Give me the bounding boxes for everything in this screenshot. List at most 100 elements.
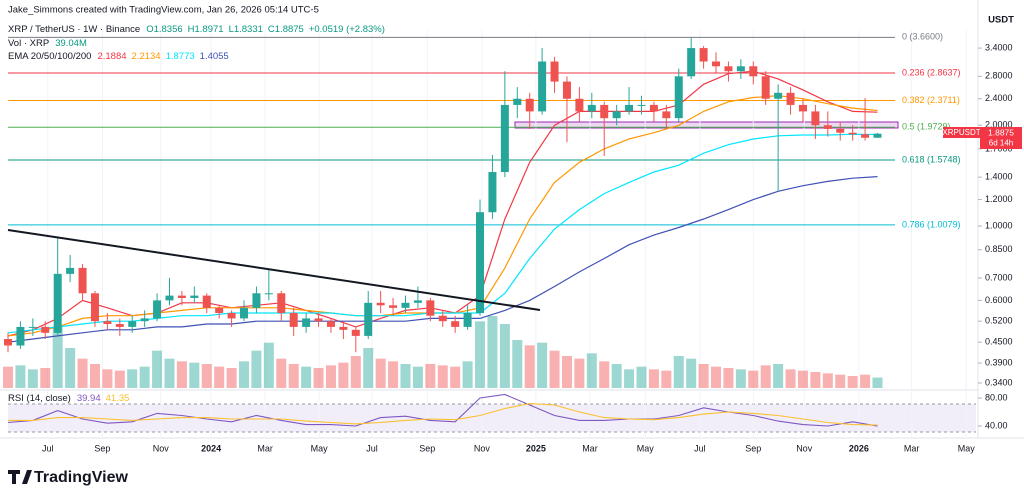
candle-body (41, 326, 50, 333)
y-tick-label: 2.0000 (985, 120, 1013, 130)
tag-symbol: XRPUSDT (942, 128, 980, 137)
volume-bar (176, 361, 187, 388)
volume-bar (201, 364, 212, 388)
candle-body (376, 302, 385, 306)
volume-bar (574, 358, 585, 388)
volume-bar (537, 342, 548, 388)
volume-bar (450, 366, 461, 388)
y-tick-label: 0.3400 (985, 377, 1013, 387)
volume-bar (189, 362, 200, 388)
candle-body (724, 66, 733, 72)
candle-body (836, 128, 845, 133)
logo: TradingView (8, 469, 129, 486)
candle-body (78, 267, 87, 294)
fib-label: 0.382 (2.3711) (902, 95, 960, 105)
volume-bar (363, 348, 374, 388)
candle-body (326, 321, 335, 327)
candle-body (140, 318, 149, 322)
candle-body (103, 321, 112, 325)
volume-bar (102, 369, 113, 388)
volume-bar (152, 350, 163, 388)
candle-body (438, 315, 447, 322)
candle-body (215, 307, 224, 314)
candle-body (364, 302, 373, 336)
candle-body (873, 133, 882, 138)
rsi-band (8, 404, 976, 432)
ema-label: EMA 20/50/100/200 (8, 51, 91, 62)
candle-body (90, 293, 99, 322)
volume-bar (27, 369, 38, 388)
volume-bar (400, 364, 411, 388)
rsi-label: RSI (14, close) (8, 393, 71, 404)
volume-bar (860, 374, 871, 388)
volume-bar (301, 366, 312, 388)
y-tick-label: 2.4000 (985, 93, 1013, 103)
tag-price: 1.8875 (988, 127, 1014, 137)
volume-bar (263, 342, 274, 388)
volume-bar (636, 366, 647, 388)
x-tick-label: Jul (694, 443, 706, 453)
candle-body (674, 76, 683, 119)
volume-bar (624, 369, 635, 388)
volume-bar (549, 350, 560, 388)
candle-body (774, 92, 783, 99)
volume-bar (251, 350, 262, 388)
y-tick-label: 1.4000 (985, 172, 1013, 182)
candle-body (190, 295, 199, 298)
candle-body (177, 295, 186, 298)
y-tick-label: 0.8500 (985, 244, 1013, 254)
candle-body (16, 326, 25, 346)
volume-bar (698, 364, 709, 388)
ema-value: 1.8773 (166, 51, 195, 62)
volume-bar (288, 364, 299, 388)
volume-bar (835, 374, 846, 388)
rsi-value: 41.35 (106, 393, 130, 404)
candle-body (699, 48, 708, 62)
logo-text[interactable]: TradingView (34, 469, 129, 486)
candle-body (550, 61, 559, 82)
candle-body (115, 324, 124, 327)
fib-label: 0.786 (1.0079) (902, 219, 961, 229)
candle-body (513, 98, 522, 105)
candle-body (426, 300, 435, 316)
x-tick-label: Jul (366, 443, 378, 453)
candle-body (289, 313, 298, 327)
x-tick-label: 2026 (849, 443, 869, 453)
tag-countdown: 6d 14h (989, 139, 1013, 148)
attribution: Jake_Simmons created with TradingView.co… (8, 5, 319, 16)
candle-body (463, 313, 472, 327)
candle-body (649, 104, 658, 112)
candle-body (277, 293, 286, 314)
volume-bar (3, 366, 14, 388)
candle-body (538, 61, 547, 112)
x-tick-label: 2024 (201, 443, 221, 453)
ema-value: 2.1884 (97, 51, 126, 62)
symbol: XRP / TetherUS · 1W · Binance (8, 24, 140, 35)
volume-bar (561, 356, 572, 388)
candle-body (525, 98, 534, 112)
candle-body (240, 307, 249, 319)
x-tick-label: Nov (474, 443, 491, 453)
candle-body (761, 76, 770, 99)
volume-bar (599, 361, 610, 388)
candle-body (736, 66, 745, 72)
candle-body (28, 326, 37, 328)
volume-bar (723, 368, 734, 388)
ema-value: 1.4055 (200, 51, 229, 62)
y-tick-label: 1.0000 (985, 220, 1013, 230)
volume-bar (648, 369, 659, 388)
volume-bar (40, 368, 51, 388)
candle-body (153, 300, 162, 319)
candle-body (4, 339, 13, 346)
volume-bar (164, 358, 175, 388)
currency: USDT (988, 15, 1014, 26)
candle-body (637, 104, 646, 106)
volume-bar (437, 365, 448, 388)
candle-body (302, 318, 311, 327)
ohlc-value: L1.8331 (229, 24, 263, 35)
candle-body (811, 111, 820, 126)
x-tick-label: Jul (42, 443, 54, 453)
candle-body (861, 134, 870, 138)
candle-body (202, 295, 211, 308)
